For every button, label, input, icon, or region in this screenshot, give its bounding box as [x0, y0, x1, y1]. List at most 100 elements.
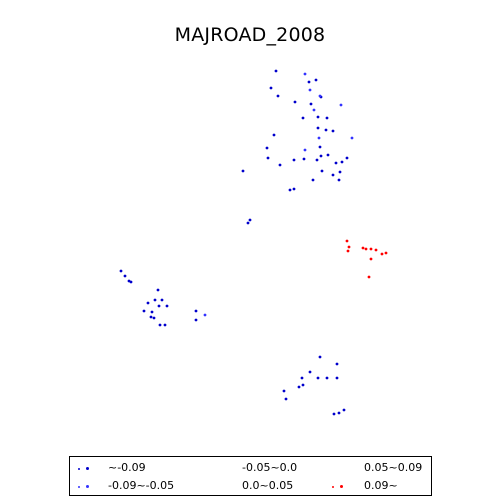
map-point-class_0-52 — [152, 316, 156, 320]
map-point-class_0-51 — [158, 323, 162, 327]
map-point-class_0-6 — [309, 102, 313, 106]
map-point-class_0-56 — [335, 362, 339, 366]
map-point-class_0-63 — [301, 383, 305, 387]
map-point-class_0-4 — [314, 78, 318, 82]
map-point-class_0-11 — [316, 126, 320, 130]
map-point-class_0-3 — [307, 80, 311, 84]
map-point-class_5-9 — [384, 251, 388, 255]
map-point-class_0-18 — [292, 158, 296, 162]
map-point-class_0-10 — [324, 128, 328, 132]
legend-marker-3 — [212, 484, 226, 490]
map-point-class_0-65 — [282, 389, 286, 393]
map-point-class_5-2 — [346, 249, 350, 253]
legend-marker-2 — [212, 466, 226, 472]
map-point-class_5-1 — [347, 245, 351, 249]
map-point-class_5-0 — [345, 239, 349, 243]
map-point-class_0-31 — [340, 160, 344, 164]
map-point-class_0-24 — [320, 169, 324, 173]
map-point-class_0-44 — [160, 298, 164, 302]
map-point-class_5-3 — [364, 247, 368, 251]
map-title: MAJROAD_2008 — [174, 24, 326, 46]
map-point-class_0-27 — [338, 170, 342, 174]
map-point-class_1-1 — [308, 88, 312, 92]
legend-label-2: -0.05~0.0 — [242, 461, 298, 474]
map-point-class_0-42 — [153, 298, 157, 302]
map-point-class_0-64 — [284, 397, 288, 401]
map-point-class_0-17 — [278, 163, 282, 167]
map-point-class_0-61 — [300, 376, 304, 380]
legend-label-0: ~-0.09 — [108, 461, 146, 474]
map-point-class_0-59 — [325, 376, 329, 380]
map-point-class_0-23 — [326, 153, 330, 157]
map-point-class_0-47 — [150, 310, 154, 314]
map-point-class_0-33 — [292, 187, 296, 191]
map-point-class_0-26 — [331, 173, 335, 177]
map-point-class_0-28 — [334, 161, 338, 165]
map-point-class_0-12 — [331, 129, 335, 133]
map-point-class_0-41 — [156, 288, 160, 292]
legend-marker-4 — [332, 466, 346, 472]
map-point-class_1-0 — [303, 72, 307, 76]
map-point-class_0-66 — [342, 408, 346, 412]
map-point-class_0-8 — [316, 115, 320, 119]
map-point-class_0-14 — [272, 133, 276, 137]
map-point-class_0-60 — [335, 376, 339, 380]
map-point-class_0-21 — [319, 154, 323, 158]
map-point-class_5-4 — [361, 246, 365, 250]
map-point-class_0-49 — [149, 315, 153, 319]
map-point-class_0-20 — [315, 158, 319, 162]
map-point-class_0-68 — [332, 412, 336, 416]
map-points — [119, 69, 388, 416]
map-point-class_0-0 — [274, 69, 278, 73]
map-point-class_0-57 — [308, 370, 312, 374]
map-point-class_0-16 — [266, 156, 270, 160]
legend: ~-0.09 -0.09~-0.05 -0.05~0.0 0.0~0.05 0.… — [69, 456, 432, 496]
legend-label-5: 0.09~ — [364, 479, 398, 492]
map-point-class_0-32 — [288, 188, 292, 192]
map-point-class_0-38 — [123, 274, 127, 278]
map-point-class_0-53 — [194, 309, 198, 313]
map-point-class_0-19 — [302, 157, 306, 161]
map-point-class_0-1 — [269, 86, 273, 90]
map-point-class_0-55 — [318, 355, 322, 359]
map-point-class_1-3 — [339, 103, 343, 107]
map-point-class_5-7 — [369, 257, 373, 261]
map-point-class_0-25 — [311, 178, 315, 182]
map-point-class_0-58 — [316, 376, 320, 380]
legend-marker-0 — [78, 466, 92, 472]
legend-marker-5 — [332, 484, 346, 490]
map-point-class_0-45 — [157, 304, 161, 308]
map-point-class_0-54 — [194, 318, 198, 322]
map-point-class_0-30 — [345, 156, 349, 160]
map-point-class_0-9 — [325, 116, 329, 120]
map-point-class_1-5 — [312, 108, 316, 112]
map-point-class_0-48 — [142, 309, 146, 313]
map-point-class_1-4 — [350, 136, 354, 140]
map-point-class_0-35 — [248, 218, 252, 222]
map-point-class_0-34 — [241, 169, 245, 173]
map-point-class_0-2 — [276, 94, 280, 98]
map-point-class_0-46 — [165, 304, 169, 308]
map-point-class_0-7 — [301, 116, 305, 120]
map-point-class_0-67 — [337, 411, 341, 415]
map-point-class_5-6 — [374, 248, 378, 252]
map-point-class_0-50 — [163, 323, 167, 327]
map-point-class_1-2 — [318, 94, 322, 98]
legend-label-3: 0.0~0.05 — [242, 479, 294, 492]
map-point-class_5-10 — [367, 275, 371, 279]
map-point-class_0-40 — [129, 280, 133, 284]
map-point-class_0-37 — [119, 269, 123, 273]
map-point-class_0-36 — [246, 221, 250, 225]
map-point-class_5-8 — [380, 252, 384, 256]
map-point-class_1-7 — [317, 136, 321, 140]
legend-marker-1 — [78, 484, 92, 490]
point-map — [119, 69, 388, 416]
map-point-class_0-13 — [293, 100, 297, 104]
legend-label-4: 0.05~0.09 — [364, 461, 423, 474]
map-point-class_0-22 — [318, 145, 322, 149]
map-point-class_0-15 — [265, 146, 269, 150]
map-point-class_5-5 — [369, 247, 373, 251]
map-point-class_1-6 — [303, 148, 307, 152]
map-point-class_0-62 — [297, 385, 301, 389]
map-point-class_0-29 — [337, 178, 341, 182]
